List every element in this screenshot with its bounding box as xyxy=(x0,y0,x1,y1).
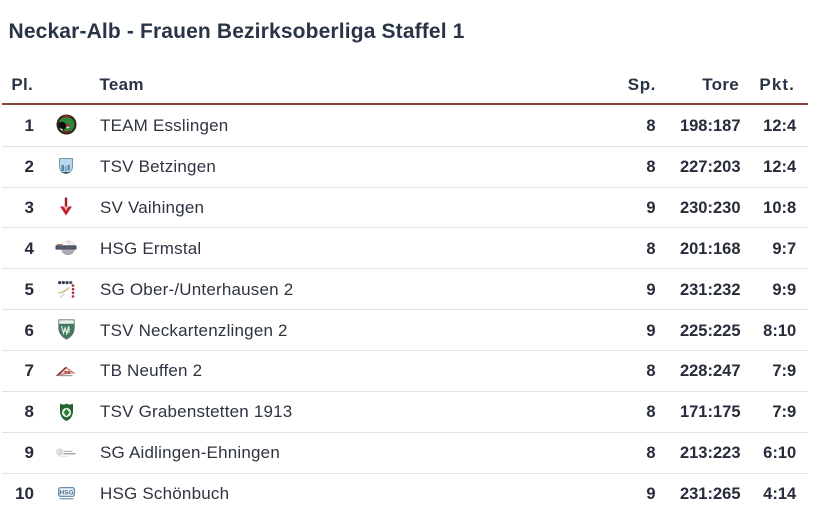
svg-text:TB: TB xyxy=(64,370,71,376)
svg-text:HSG: HSG xyxy=(59,490,73,497)
